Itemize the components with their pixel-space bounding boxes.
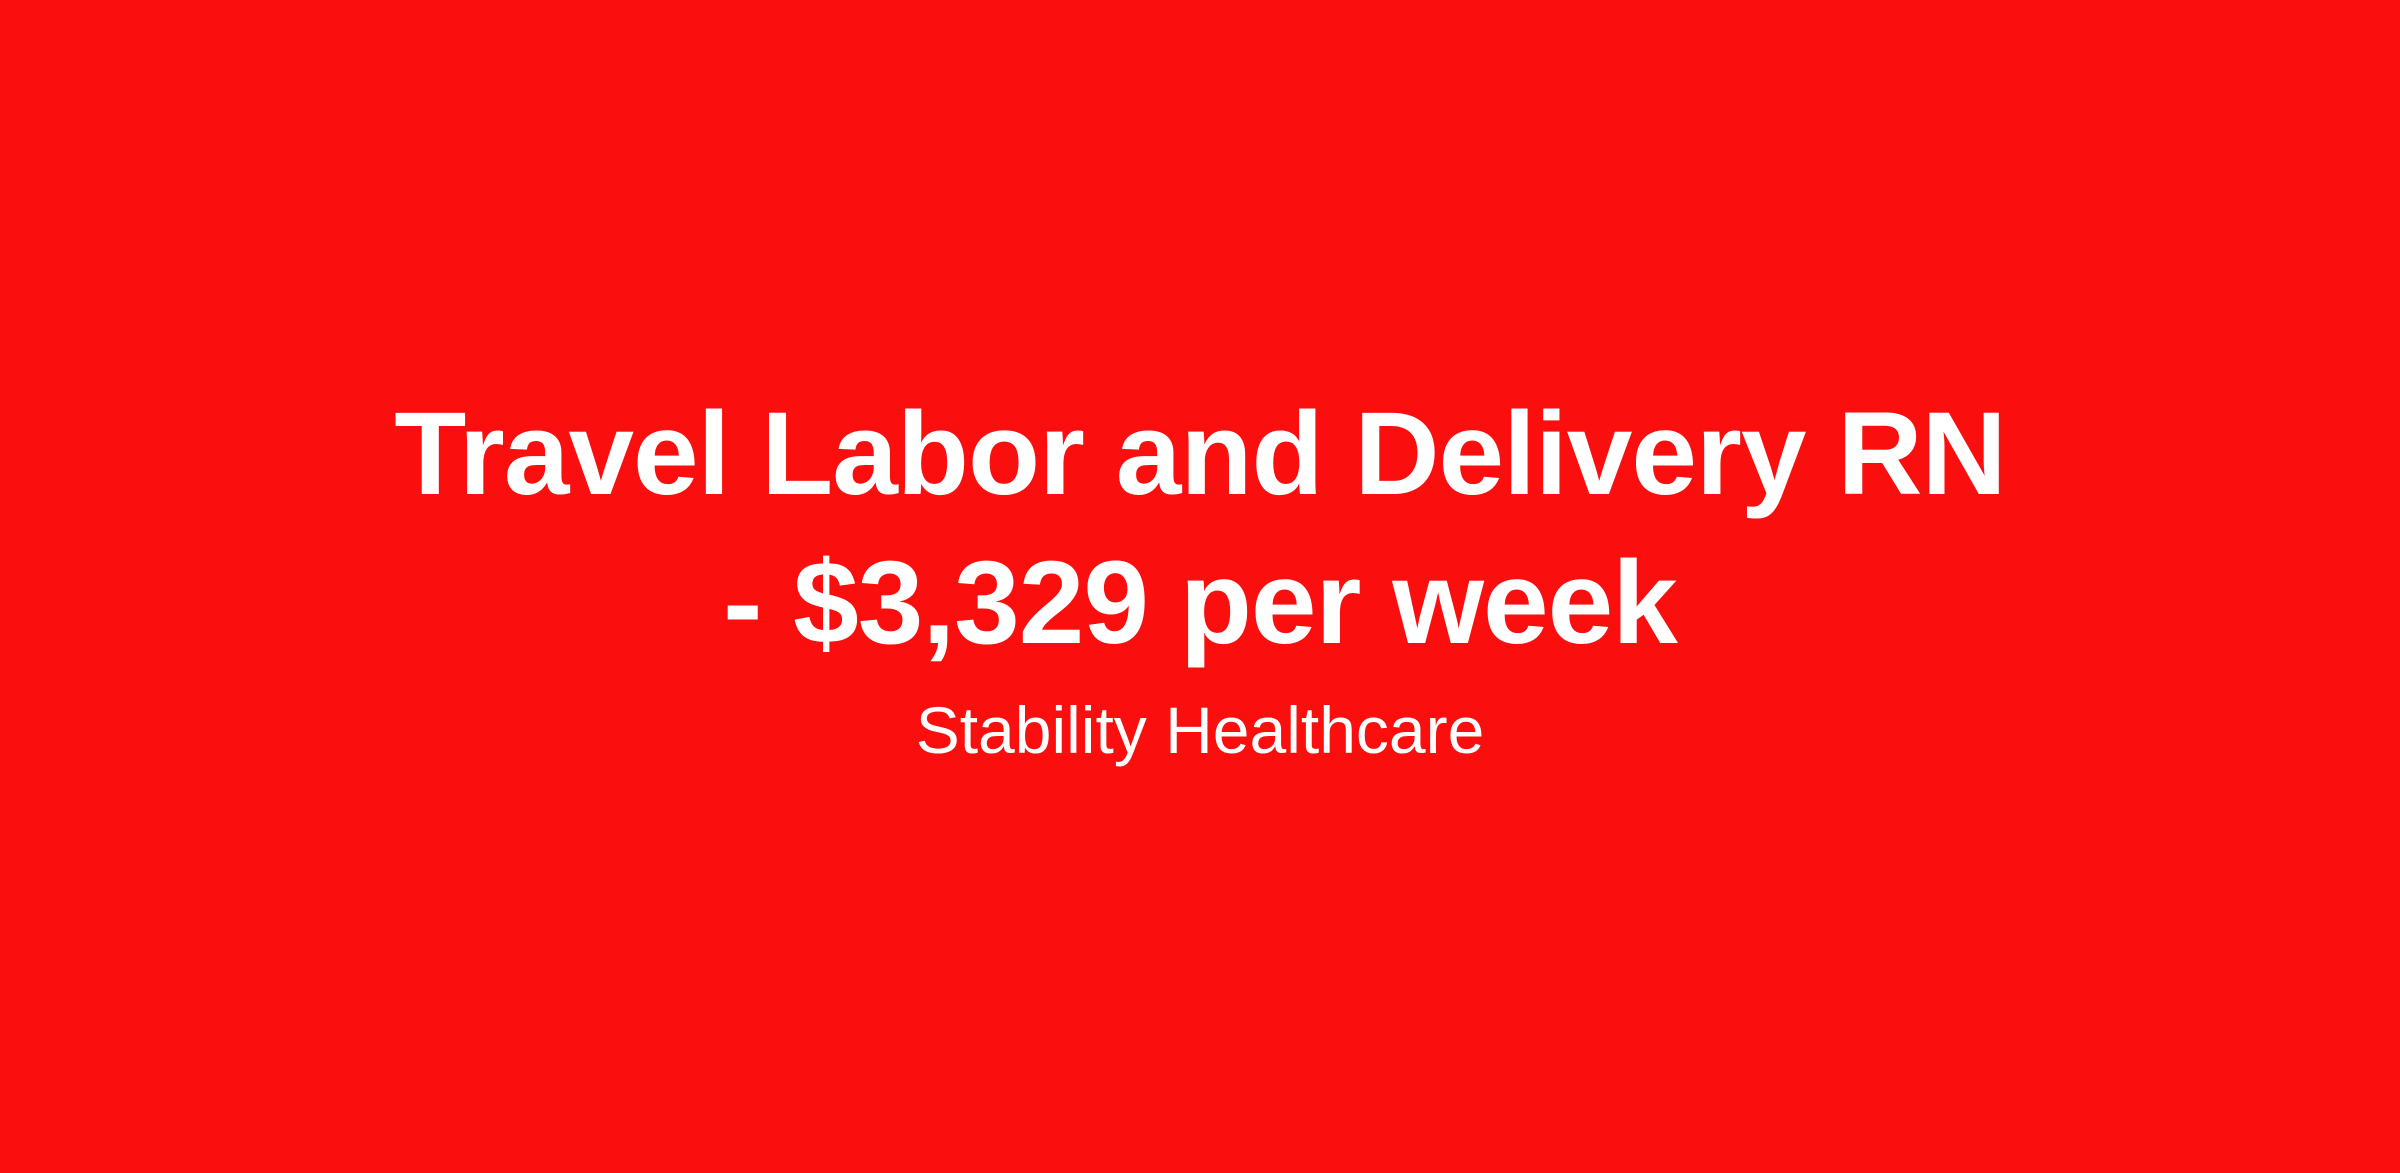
job-title-line1: Travel Labor and Delivery RN (394, 387, 2006, 520)
job-title-line2: - $3,329 per week (723, 536, 1678, 669)
company-name: Stability Healthcare (915, 693, 1485, 768)
job-title: Travel Labor and Delivery RN - $3,329 pe… (394, 380, 2006, 677)
